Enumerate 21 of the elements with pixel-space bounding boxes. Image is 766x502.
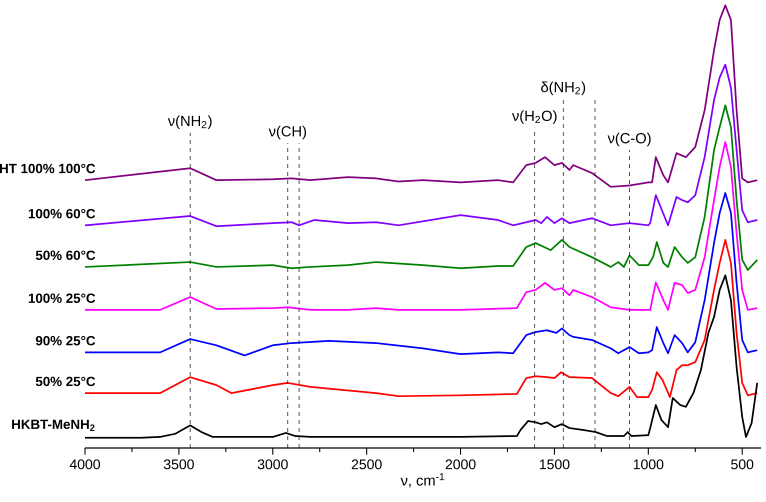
ref-line-label: ν(CH) bbox=[268, 126, 306, 140]
x-tick-label: 2500 bbox=[352, 459, 382, 470]
ref-line-label: ν(H$_{2}$O) bbox=[512, 110, 557, 124]
x-tick-label: 4000 bbox=[70, 459, 100, 470]
series-label: 90% 25°C bbox=[36, 336, 96, 346]
series-label: 50% 25°C bbox=[36, 376, 96, 386]
x-tick-label: 2000 bbox=[446, 459, 476, 470]
series-label: HT 100% 100°C bbox=[0, 164, 96, 174]
x-tick-label: 1500 bbox=[540, 459, 570, 470]
series-label: 100% 25°C bbox=[28, 294, 96, 303]
x-tick-label: 1000 bbox=[634, 459, 664, 470]
ref-line-label: ν(C-O) bbox=[608, 132, 651, 146]
x-axis-title: ν, cm$^{-1}$ bbox=[400, 473, 444, 488]
series-label: 50% 60°C bbox=[36, 250, 96, 260]
ref-line-label: ν(NH$_{2}$) bbox=[168, 115, 212, 129]
series-label: HKBT-MeNH$_{2}$ bbox=[12, 420, 95, 431]
x-tick-label: 500 bbox=[731, 459, 754, 470]
x-tick-label: 3500 bbox=[164, 459, 194, 470]
series-label: 100% 60°C bbox=[28, 208, 96, 218]
x-tick-label: 3000 bbox=[258, 459, 288, 470]
ref-line-label: δ(NH$_{2}$) bbox=[541, 81, 586, 96]
